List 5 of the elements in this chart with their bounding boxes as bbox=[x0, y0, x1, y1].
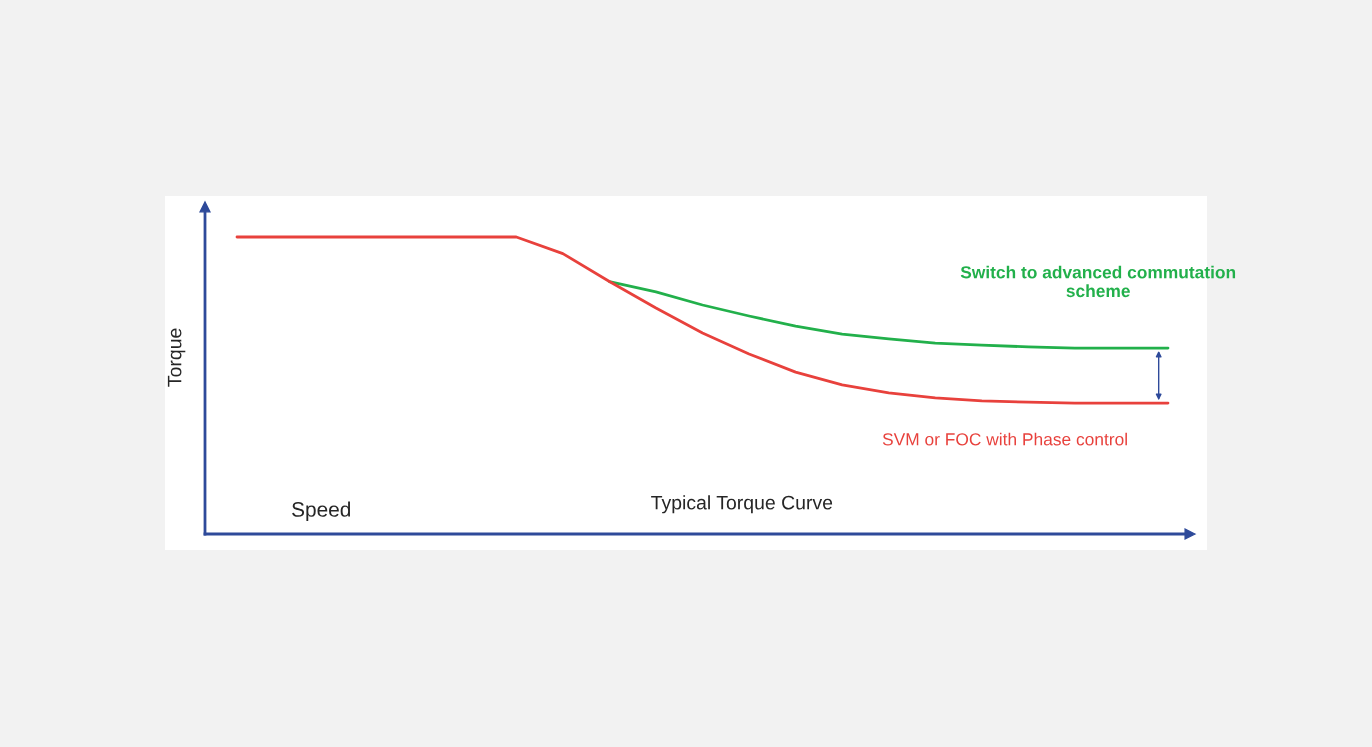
text: Typical Torque Curve bbox=[651, 495, 833, 514]
text: Switch to advanced commutation scheme bbox=[960, 265, 1236, 298]
x-axis-title: Speed bbox=[292, 501, 351, 521]
y-axis-title: Torque bbox=[167, 328, 186, 387]
series-label: SVM or FOC with Phase control bbox=[882, 432, 1127, 446]
